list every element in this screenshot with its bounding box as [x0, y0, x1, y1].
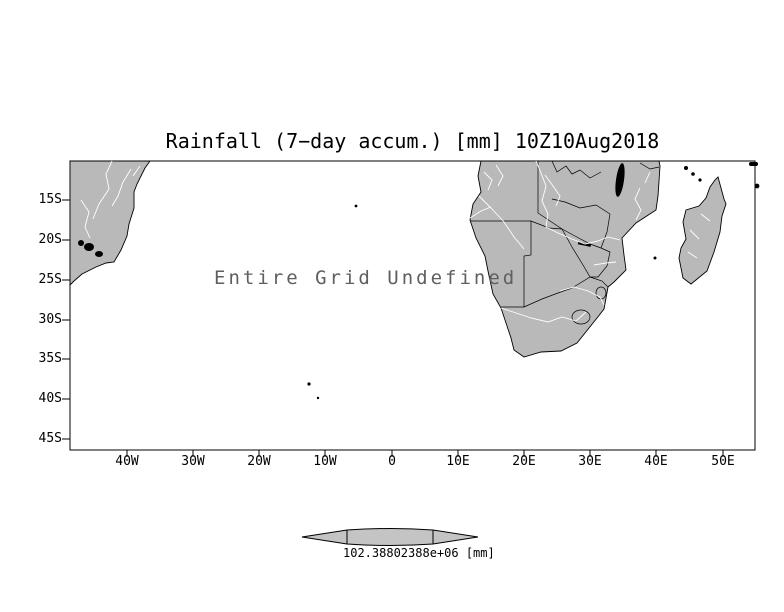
axis-ticks	[62, 199, 724, 457]
colorbar-label: 102.38802388e+06 [mm]	[343, 546, 495, 560]
africa-landmass	[469, 160, 661, 358]
y-axis-label: 35S	[38, 351, 62, 366]
x-axis-label: 10W	[313, 454, 337, 469]
plot-frame	[69, 160, 756, 451]
x-axis-label: 20W	[247, 454, 271, 469]
lake-malawi	[615, 163, 625, 197]
x-axis-label: 10E	[446, 454, 470, 469]
y-axis-label: 40S	[38, 391, 62, 406]
europa-island	[653, 256, 657, 260]
x-axis-label: 40W	[115, 454, 139, 469]
madagascar-landmass	[678, 176, 727, 285]
island	[754, 183, 760, 189]
x-axis-label: 50E	[711, 454, 735, 469]
inland-water-feature	[78, 240, 84, 246]
country-borders	[470, 160, 660, 325]
plot-title: Rainfall (7−day accum.) [mm] 10Z10Aug201…	[165, 129, 660, 153]
y-axis-label: 15S	[38, 192, 62, 207]
x-axis-label: 40E	[644, 454, 668, 469]
y-axis-label: 45S	[38, 431, 62, 446]
colorbar-shape	[301, 528, 479, 546]
south-america-landmass	[69, 160, 151, 287]
x-axis-label: 0	[388, 454, 396, 469]
x-axis-label: 30W	[181, 454, 205, 469]
lesotho-border	[571, 309, 591, 325]
tristan-da-cunha-island	[307, 382, 311, 386]
landmasses	[69, 160, 727, 358]
rivers	[80, 160, 711, 323]
lakes-and-islands	[78, 162, 760, 400]
comoros-island	[684, 166, 688, 170]
comoros-island	[698, 178, 702, 182]
x-axis-label: 20E	[512, 454, 536, 469]
st-helena-island	[354, 204, 358, 208]
x-axis-label: 30E	[578, 454, 602, 469]
island	[749, 162, 758, 166]
inland-water-feature	[84, 243, 94, 251]
y-axis-label: 30S	[38, 312, 62, 327]
lake-kariba	[577, 241, 592, 247]
inland-water-feature	[95, 251, 103, 257]
y-axis-label: 25S	[38, 272, 62, 287]
y-axis-label: 20S	[38, 232, 62, 247]
comoros-island	[691, 172, 695, 176]
grid-undefined-message: Entire Grid Undefined	[214, 267, 518, 289]
gough-island	[316, 396, 320, 400]
